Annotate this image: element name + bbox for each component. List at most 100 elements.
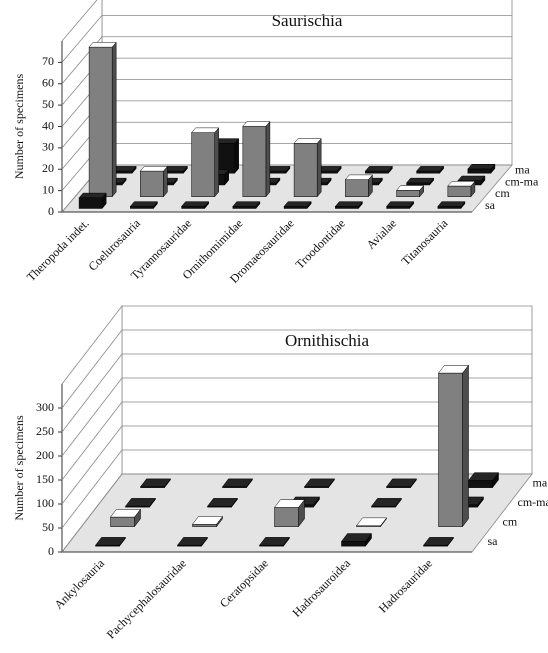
bar bbox=[438, 372, 463, 527]
legend-label: ma bbox=[515, 163, 530, 177]
y-tick-label: 0 bbox=[48, 544, 54, 558]
bar-top bbox=[88, 42, 117, 48]
bar-side bbox=[111, 41, 117, 198]
bar-top bbox=[355, 517, 388, 526]
bar bbox=[467, 168, 492, 174]
bar-side bbox=[234, 137, 239, 174]
y-tick-label: 30 bbox=[42, 140, 54, 154]
y-tick-label: 100 bbox=[36, 496, 54, 510]
grid-line bbox=[61, 473, 123, 553]
bar-top bbox=[385, 478, 418, 487]
y-tick-label: 50 bbox=[42, 97, 54, 111]
legend-label: cm bbox=[503, 515, 518, 529]
y-tick-label: 150 bbox=[36, 472, 54, 486]
bar bbox=[88, 46, 113, 197]
bar bbox=[110, 516, 135, 527]
chart-title: Saurischia bbox=[272, 11, 343, 30]
legend-label: ma bbox=[533, 476, 548, 490]
bar-top bbox=[293, 138, 322, 144]
bar-top bbox=[124, 498, 157, 507]
bar-side bbox=[462, 364, 469, 528]
y-tick-label: 50 bbox=[42, 520, 54, 534]
bar-top bbox=[437, 365, 470, 374]
y-tick-label: 40 bbox=[42, 118, 54, 132]
grid-line bbox=[61, 329, 123, 409]
bar-top bbox=[437, 201, 466, 207]
x-tick-label: Pachycephalosauridae bbox=[104, 556, 189, 641]
bar-top bbox=[386, 201, 415, 207]
bar-top bbox=[364, 166, 393, 172]
legend-label: cm-ma bbox=[518, 495, 548, 509]
y-tick-label: 10 bbox=[42, 182, 54, 196]
bar-top bbox=[467, 472, 500, 481]
legend-label: sa bbox=[488, 534, 499, 548]
y-tick-label: 70 bbox=[42, 54, 54, 68]
bar-top bbox=[139, 166, 168, 172]
bar bbox=[242, 125, 267, 197]
bar bbox=[386, 206, 410, 209]
x-tick-label: Ankylosauria bbox=[51, 556, 107, 612]
grid-line bbox=[61, 449, 123, 529]
bar bbox=[192, 524, 217, 527]
bar-side bbox=[214, 127, 219, 198]
bar-top bbox=[334, 201, 363, 207]
x-tick-label: Hadrosauridae bbox=[376, 556, 435, 615]
bar-side bbox=[265, 120, 271, 198]
y-tick-label: 250 bbox=[36, 424, 54, 438]
x-tick-label: Ceratopsidae bbox=[217, 556, 271, 610]
legend-label: cm-ma bbox=[505, 174, 539, 188]
bar bbox=[130, 206, 154, 209]
y-tick-label: 20 bbox=[42, 161, 54, 175]
chart-title: Ornithischia bbox=[285, 331, 369, 350]
bar-top bbox=[273, 499, 306, 508]
bar bbox=[345, 179, 369, 197]
bar-top bbox=[191, 127, 220, 133]
bar bbox=[437, 206, 462, 209]
bar-top bbox=[370, 498, 403, 507]
bar-top bbox=[176, 537, 209, 546]
y-tick-label: 300 bbox=[36, 400, 54, 414]
bar-top bbox=[258, 537, 291, 546]
bar bbox=[140, 170, 164, 197]
x-tick-label: Titanosauria bbox=[398, 216, 450, 268]
bar bbox=[274, 507, 299, 527]
bar-side bbox=[163, 165, 168, 198]
bar-top bbox=[467, 164, 496, 170]
bar-top bbox=[139, 478, 172, 487]
bar-top bbox=[191, 516, 224, 525]
bar-top bbox=[242, 121, 271, 127]
bar-top bbox=[416, 166, 445, 172]
bar bbox=[293, 143, 318, 197]
bar-top bbox=[283, 201, 312, 207]
legend-label: sa bbox=[485, 198, 496, 212]
grid-line bbox=[61, 377, 123, 457]
bar-top bbox=[94, 537, 127, 546]
bar-top bbox=[221, 478, 254, 487]
grid-line bbox=[61, 425, 123, 505]
y-axis-label: Number of specimens bbox=[12, 74, 26, 180]
legend-label: cm bbox=[495, 186, 510, 200]
x-tick-label: Theropoda indet. bbox=[24, 216, 92, 284]
bar-top bbox=[109, 509, 142, 518]
bar-top bbox=[406, 177, 435, 184]
bar-top bbox=[396, 185, 425, 191]
x-tick-label: Avialae bbox=[364, 216, 400, 252]
bar bbox=[335, 206, 359, 209]
bar-top bbox=[447, 181, 476, 187]
bar bbox=[341, 541, 366, 547]
bar-top bbox=[422, 537, 455, 546]
y-axis-label: Number of specimens bbox=[12, 415, 26, 521]
y-tick-label: 200 bbox=[36, 448, 54, 462]
bar bbox=[78, 197, 103, 209]
bar bbox=[406, 182, 430, 186]
y-tick-label: 0 bbox=[48, 204, 54, 218]
bar-top bbox=[303, 478, 336, 487]
x-tick-label: Troodontidae bbox=[293, 216, 348, 271]
bar bbox=[181, 206, 205, 209]
x-tick-label: Hadrosauroidea bbox=[289, 556, 353, 620]
grid-line bbox=[61, 15, 103, 63]
bar bbox=[468, 480, 493, 488]
bar-top bbox=[78, 192, 107, 199]
bar bbox=[447, 185, 472, 197]
bar-top bbox=[129, 201, 158, 207]
